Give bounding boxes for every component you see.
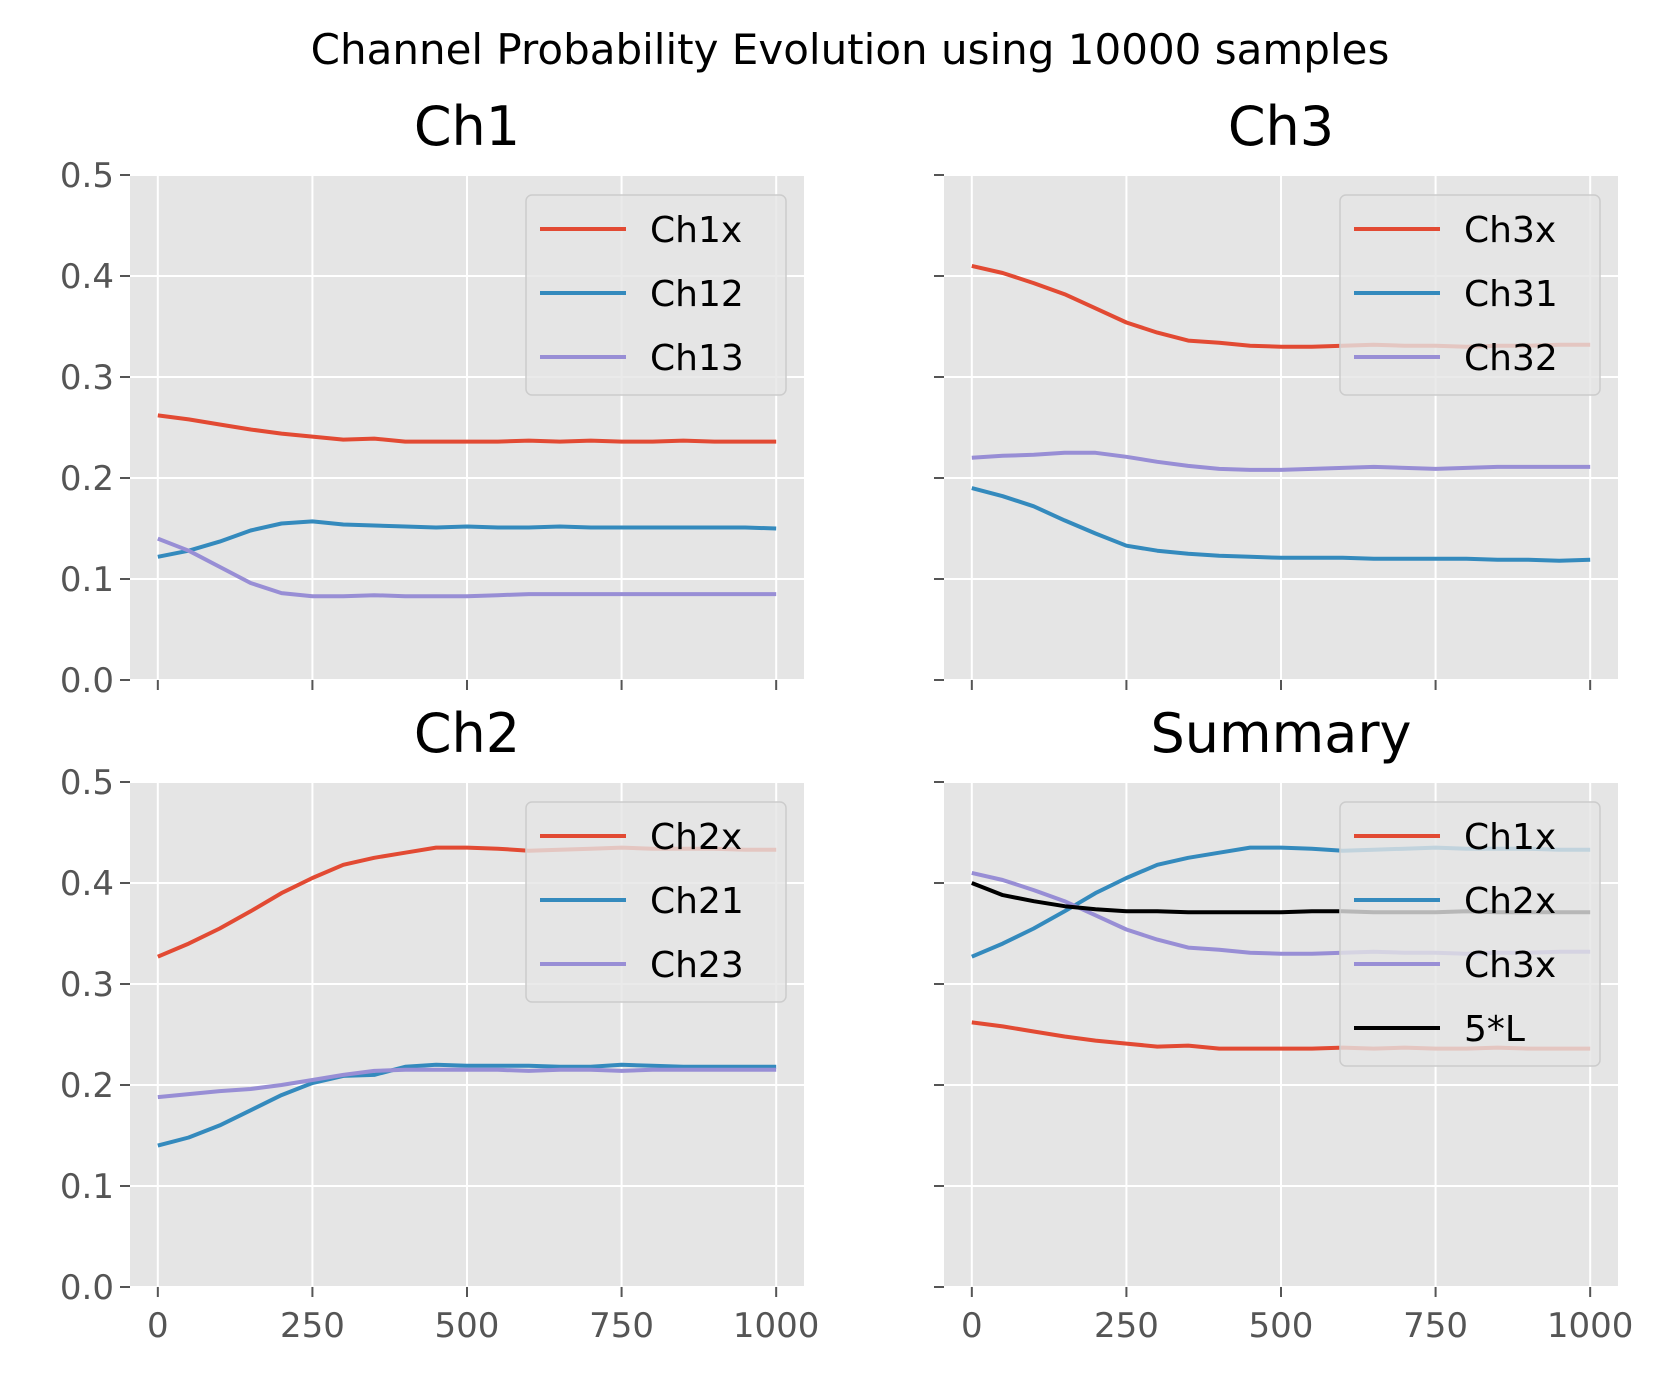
legend: Ch2x Ch21 Ch23 [525, 801, 787, 1003]
x-tick-label: 0 [147, 1306, 169, 1346]
y-tick-label: 0.5 [60, 763, 114, 803]
subplot-ch2: 0.00.10.20.30.40.50 250 500 750 1000Ch2Ch2xC… [60, 702, 820, 1346]
x-tick-label: 250 [1094, 1306, 1159, 1346]
series-line-ch31 [971, 486, 1591, 563]
legend-frame [525, 801, 787, 1003]
x-tick-label: 750 [589, 1306, 654, 1346]
legend-label: Ch32 [1464, 338, 1558, 379]
series-line-ch23 [157, 1067, 777, 1100]
series-line-ch13 [157, 536, 777, 599]
subplot-title: Ch3 [1228, 95, 1334, 158]
y-tick-label: 0.2 [60, 1066, 114, 1106]
legend-label: Ch1x [650, 210, 742, 251]
legend-label: Ch3x [1464, 945, 1556, 986]
series-line-ch21 [157, 1062, 777, 1148]
legend-label: Ch2x [1464, 881, 1556, 922]
legend-label: Ch23 [650, 945, 744, 986]
legend-label: Ch21 [650, 881, 744, 922]
subplot-title: Summary [1151, 702, 1412, 765]
x-tick-label: 1000 [733, 1306, 820, 1346]
legend-label: Ch3x [1464, 210, 1556, 251]
subplot-title: Ch1 [414, 95, 520, 158]
x-tick-label: 250 [280, 1306, 345, 1346]
legend-label: 5*L [1464, 1009, 1525, 1050]
series-line-ch12 [157, 519, 777, 559]
legend: Ch1x Ch12 Ch13 [525, 194, 787, 396]
subplot-summary: 0 250 500 750 1000 Summary Ch1x Ch2x Ch3x 5*L [934, 702, 1633, 1346]
legend: Ch1x Ch2x Ch3x 5*L [1339, 801, 1601, 1067]
y-tick-label: 0.0 [60, 661, 114, 701]
x-tick-label: 500 [435, 1306, 500, 1346]
legend-frame [1339, 194, 1601, 396]
y-tick-label: 0.4 [60, 864, 114, 904]
subplot-title: Ch2 [414, 702, 520, 765]
legend-label: Ch31 [1464, 274, 1558, 315]
y-tick-label: 0.3 [60, 965, 114, 1005]
x-tick-label: 1000 [1547, 1306, 1634, 1346]
legend-label: Ch12 [650, 274, 744, 315]
x-tick-label: 0 [961, 1306, 983, 1346]
series-line-ch1x [157, 413, 777, 444]
series-line-ch32 [971, 450, 1591, 472]
legend-label: Ch1x [1464, 817, 1556, 858]
y-tick-label: 0.3 [60, 358, 114, 398]
legend-frame [525, 194, 787, 396]
y-tick-label: 0.5 [60, 156, 114, 196]
legend-frame [1339, 801, 1601, 1067]
legend: Ch3x Ch31 Ch32 [1339, 194, 1601, 396]
chart-suptitle: Channel Probability Evolution using 1000… [311, 25, 1390, 74]
subplot-ch1: 0.0 0.1 0.2 0.3 0.4 0.5 Ch1 Ch1x Ch12 Ch13 [60, 95, 804, 701]
y-tick-label: 0.1 [60, 560, 114, 600]
y-tick-label: 0.1 [60, 1167, 114, 1207]
y-tick-label: 0.2 [60, 459, 114, 499]
y-tick-label: 0.0 [60, 1268, 114, 1308]
legend-label: Ch2x [650, 817, 742, 858]
y-tick-label: 0.4 [60, 257, 114, 297]
x-tick-label: 500 [1249, 1306, 1314, 1346]
x-tick-label: 750 [1403, 1306, 1468, 1346]
subplot-ch3: Ch3 Ch3x Ch31 Ch32 [934, 95, 1618, 690]
legend-label: Ch13 [650, 338, 744, 379]
